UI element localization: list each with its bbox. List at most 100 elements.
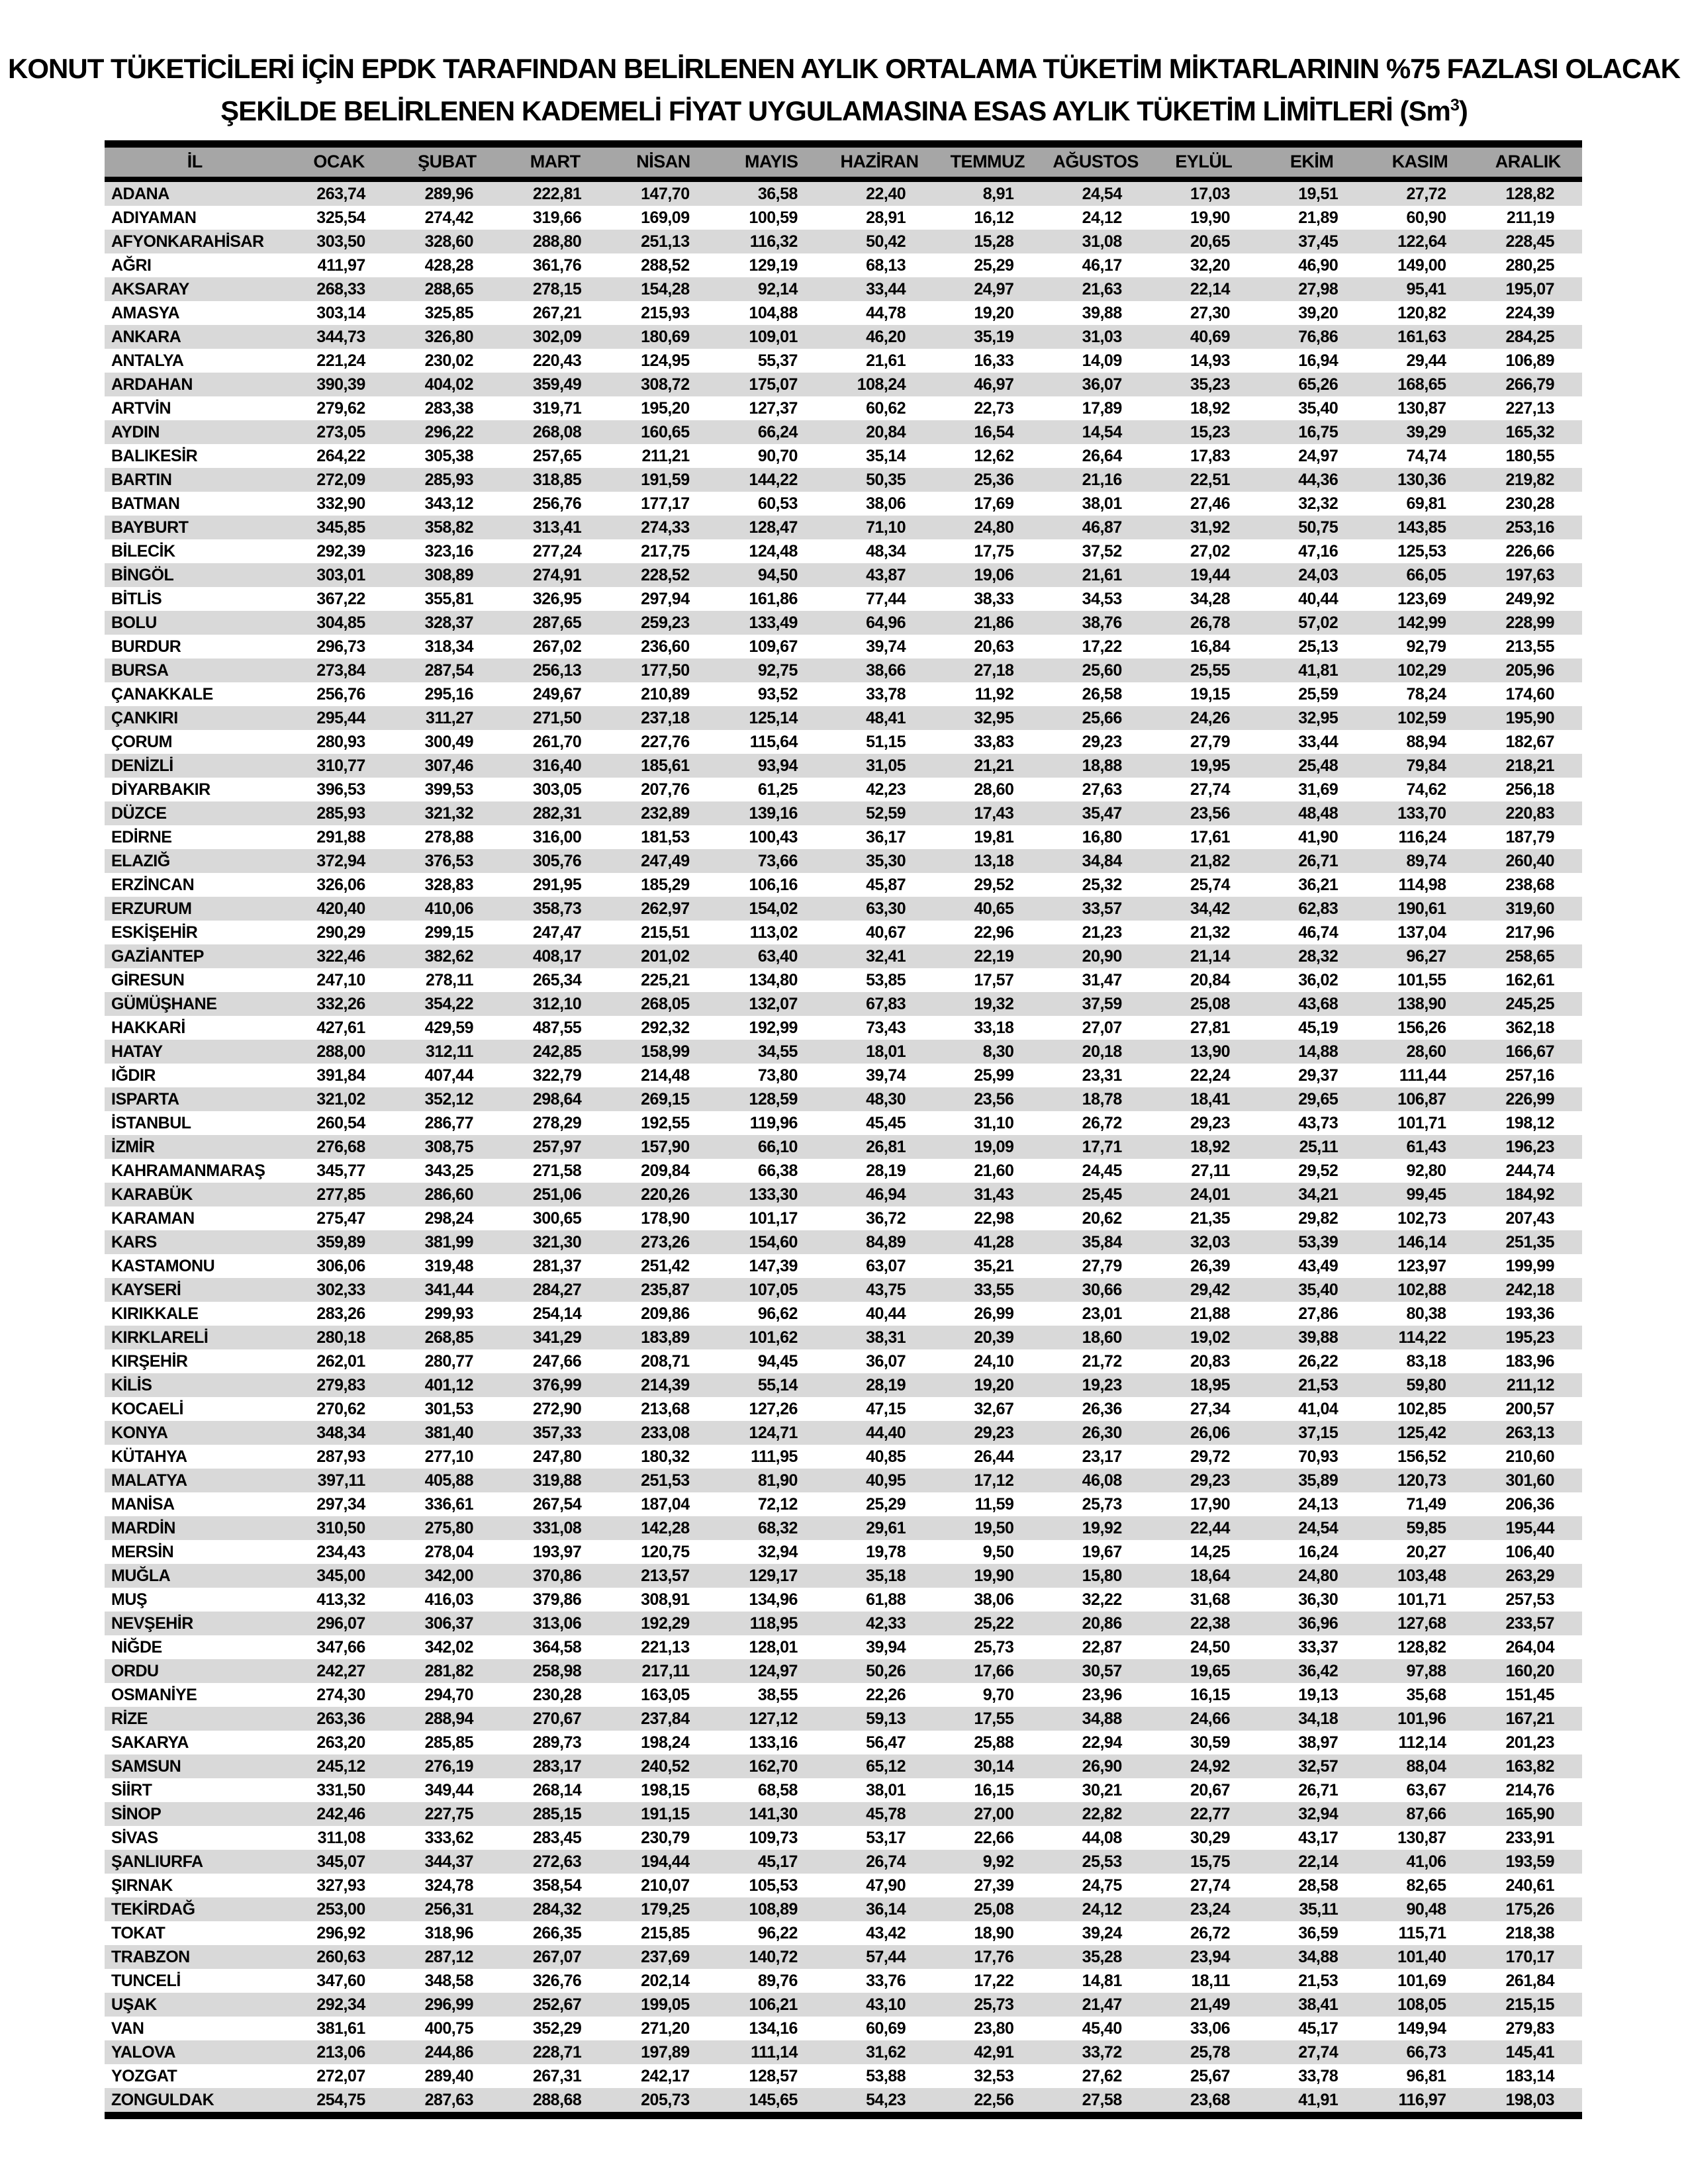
value-cell: 22,82	[1082, 1804, 1123, 1823]
value-cell: 32,20	[1190, 255, 1231, 275]
value-cell: 242,18	[1505, 1280, 1555, 1299]
value-cell: 218,21	[1505, 756, 1555, 775]
value-cell: 200,57	[1505, 1399, 1555, 1418]
value-cell: 287,93	[316, 1447, 365, 1466]
value-cell: 27,74	[1298, 2042, 1338, 2062]
value-cell: 44,78	[866, 303, 906, 322]
value-cell: 45,19	[1298, 1018, 1338, 1037]
value-cell: 257,97	[532, 1137, 582, 1156]
value-cell: 103,48	[1397, 1566, 1446, 1585]
value-cell: 128,82	[1397, 1637, 1446, 1657]
province-cell: KASTAMONU	[111, 1256, 215, 1275]
value-cell: 28,60	[974, 780, 1014, 799]
column-header-mart: MART	[501, 144, 610, 182]
value-cell: 29,23	[974, 1423, 1014, 1442]
province-cell: SİNOP	[111, 1804, 162, 1823]
value-cell: 27,39	[974, 1876, 1014, 1895]
province-cell: KARAMAN	[111, 1208, 195, 1228]
province-cell: ADIYAMAN	[111, 208, 197, 227]
value-cell: 312,10	[532, 994, 582, 1013]
value-cell: 296,07	[316, 1614, 365, 1633]
value-cell: 205,96	[1505, 660, 1555, 680]
value-cell: 390,39	[316, 375, 365, 394]
value-cell: 140,72	[749, 1947, 798, 1966]
value-cell: 35,40	[1298, 398, 1338, 418]
value-cell: 276,68	[316, 1137, 365, 1156]
value-cell: 68,13	[866, 255, 906, 275]
value-cell: 151,45	[1505, 1685, 1555, 1704]
value-cell: 154,02	[749, 899, 798, 918]
value-cell: 17,55	[974, 1709, 1014, 1728]
value-cell: 313,06	[532, 1614, 582, 1633]
table-row: TRABZON 260,63 287,12 267,07 237,69 140,72 57,…	[105, 1944, 1582, 1969]
province-cell: KIRKLARELİ	[111, 1328, 209, 1347]
value-cell: 22,44	[1190, 1518, 1231, 1537]
value-cell: 220,43	[532, 351, 582, 370]
value-cell: 19,02	[1190, 1328, 1231, 1347]
value-cell: 168,65	[1397, 375, 1446, 394]
value-cell: 139,16	[749, 803, 798, 823]
value-cell: 19,32	[974, 994, 1014, 1013]
value-cell: 24,97	[974, 279, 1014, 298]
value-cell: 178,90	[641, 1208, 690, 1228]
value-cell: 26,74	[866, 1852, 906, 1871]
value-cell: 145,65	[749, 2090, 798, 2109]
province-cell: OSMANİYE	[111, 1685, 197, 1704]
value-cell: 304,85	[316, 613, 365, 632]
value-cell: 146,14	[1397, 1232, 1446, 1251]
value-cell: 17,83	[1190, 446, 1231, 465]
province-cell: ŞIRNAK	[111, 1876, 173, 1895]
value-cell: 228,52	[641, 565, 690, 584]
value-cell: 48,41	[866, 708, 906, 727]
province-cell: NEVŞEHİR	[111, 1614, 193, 1633]
province-cell: ŞANLIURFA	[111, 1852, 203, 1871]
value-cell: 381,61	[316, 2019, 365, 2038]
value-cell: 38,06	[974, 1590, 1014, 1609]
value-cell: 22,94	[1082, 1733, 1123, 1752]
value-cell: 242,85	[532, 1042, 582, 1061]
province-cell: TOKAT	[111, 1923, 165, 1942]
value-cell: 100,59	[749, 208, 798, 227]
value-cell: 288,65	[424, 279, 474, 298]
value-cell: 175,07	[749, 375, 798, 394]
value-cell: 192,55	[641, 1113, 690, 1132]
value-cell: 345,85	[316, 518, 365, 537]
value-cell: 21,61	[866, 351, 906, 370]
value-cell: 14,25	[1190, 1542, 1231, 1561]
value-cell: 19,50	[974, 1518, 1014, 1537]
title-line-2: ŞEKİLDE BELİRLENEN KADEMELİ FİYAT UYGULA…	[0, 90, 1688, 132]
value-cell: 46,94	[866, 1185, 906, 1204]
value-cell: 33,76	[866, 1971, 906, 1990]
value-cell: 16,94	[1298, 351, 1338, 370]
value-cell: 33,57	[1082, 899, 1123, 918]
table-row: İSTANBUL 260,54 286,77 278,29 192,55 119,96 45…	[105, 1111, 1582, 1135]
value-cell: 27,18	[974, 660, 1014, 680]
value-cell: 16,15	[1190, 1685, 1231, 1704]
value-cell: 211,19	[1506, 208, 1555, 227]
value-cell: 27,34	[1190, 1399, 1231, 1418]
value-cell: 40,67	[866, 923, 906, 942]
province-cell: ORDU	[111, 1661, 159, 1680]
value-cell: 65,12	[866, 1756, 906, 1776]
table-row: DENİZLİ 310,77 307,46 316,40 185,61 93,94 31,0…	[105, 753, 1582, 778]
value-cell: 22,19	[974, 946, 1014, 966]
value-cell: 29,23	[1190, 1471, 1231, 1490]
value-cell: 197,63	[1505, 565, 1555, 584]
value-cell: 21,14	[1190, 946, 1231, 966]
value-cell: 102,88	[1397, 1280, 1446, 1299]
value-cell: 93,94	[757, 756, 798, 775]
value-cell: 21,49	[1190, 1995, 1231, 2014]
value-cell: 106,16	[749, 875, 798, 894]
value-cell: 34,88	[1082, 1709, 1123, 1728]
value-cell: 285,15	[532, 1804, 582, 1823]
value-cell: 19,90	[1190, 208, 1231, 227]
value-cell: 24,12	[1082, 208, 1123, 227]
value-cell: 319,88	[532, 1471, 582, 1490]
value-cell: 19,06	[974, 565, 1014, 584]
value-cell: 170,17	[1505, 1947, 1555, 1966]
value-cell: 160,20	[1505, 1661, 1555, 1680]
value-cell: 30,14	[974, 1756, 1014, 1776]
value-cell: 39,29	[1406, 422, 1447, 441]
table-row: BURSA 273,84 287,54 256,13 177,50 92,75 38,66 2…	[105, 658, 1582, 682]
value-cell: 237,18	[641, 708, 690, 727]
